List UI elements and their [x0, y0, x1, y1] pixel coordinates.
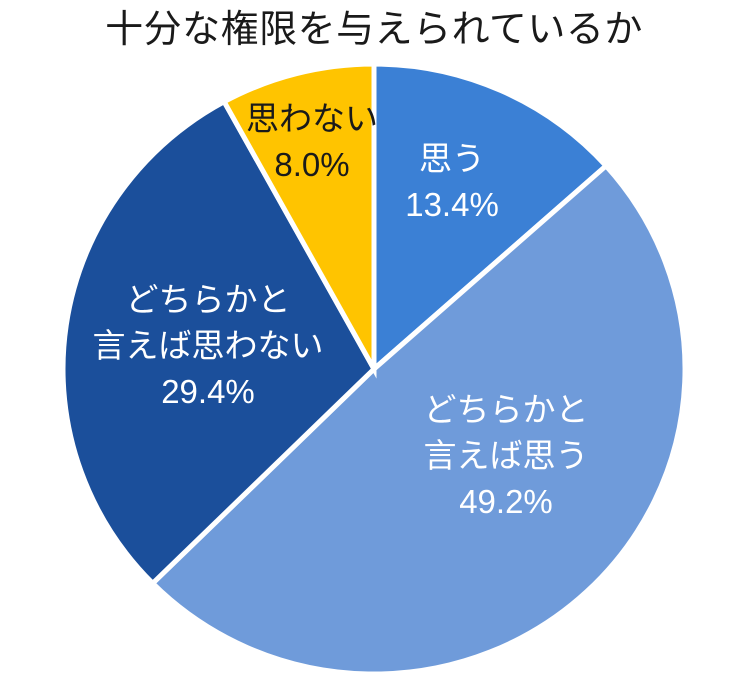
- pie-slice-0: [371, 61, 610, 375]
- chart-title: 十分な権限を与えられているか: [105, 9, 643, 51]
- pie-slice-1: [149, 162, 688, 677]
- pie-slice-2: [60, 98, 378, 587]
- pie-slice-3: [220, 61, 377, 379]
